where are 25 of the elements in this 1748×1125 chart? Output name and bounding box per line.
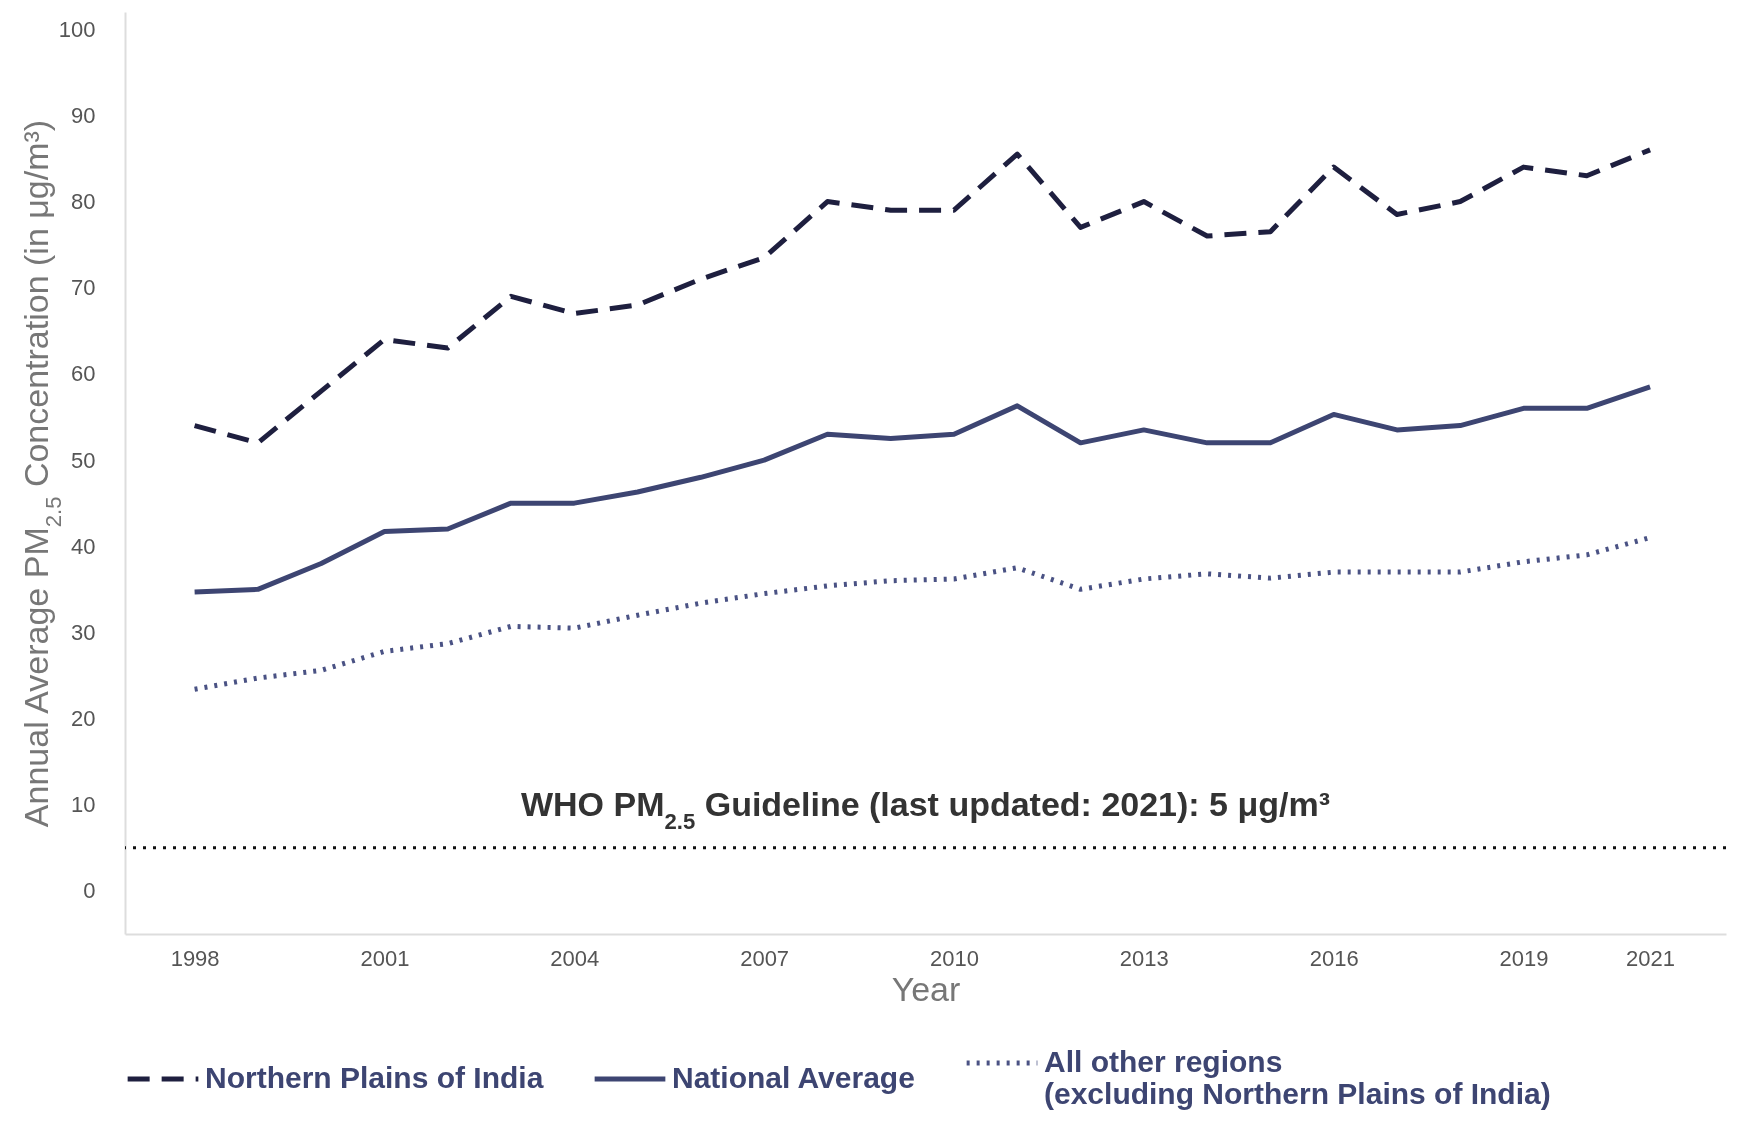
legend-label: Northern Plains of India bbox=[205, 1061, 544, 1094]
y-tick-label: 100 bbox=[58, 16, 96, 42]
y-tick-label: 0 bbox=[83, 878, 96, 904]
y-tick-label: 40 bbox=[71, 533, 96, 559]
x-tick-label: 2007 bbox=[740, 945, 790, 971]
y-tick-label: 90 bbox=[71, 102, 96, 128]
x-tick-label: 1998 bbox=[170, 945, 220, 971]
x-tick-label: 2001 bbox=[360, 945, 410, 971]
y-tick-label: 60 bbox=[71, 361, 96, 387]
y-tick-label: 10 bbox=[71, 792, 96, 818]
legend-label: All other regions (excluding Northern Plains of India) bbox=[1044, 1045, 1551, 1110]
y-tick-label: 70 bbox=[71, 275, 96, 301]
x-tick-label: 2021 bbox=[1626, 945, 1676, 971]
y-tick-label: 30 bbox=[71, 619, 96, 645]
ref-line-label: WHO PM$_{2.5}$ Guideline (last updated: 2021): 5 μg/m³ bbox=[520, 784, 1331, 834]
x-tick-label: 2016 bbox=[1309, 945, 1359, 971]
x-tick-label: 2013 bbox=[1119, 945, 1169, 971]
y-tick-label: 20 bbox=[71, 706, 96, 732]
x-tick-label: 2004 bbox=[550, 945, 600, 971]
y-tick-label: 80 bbox=[71, 189, 96, 215]
x-axis-title: Year bbox=[891, 969, 961, 1008]
y-tick-label: 50 bbox=[71, 447, 96, 473]
x-tick-label: 2010 bbox=[930, 945, 979, 971]
legend-label: National Average bbox=[672, 1061, 915, 1094]
x-tick-label: 2019 bbox=[1499, 945, 1549, 971]
